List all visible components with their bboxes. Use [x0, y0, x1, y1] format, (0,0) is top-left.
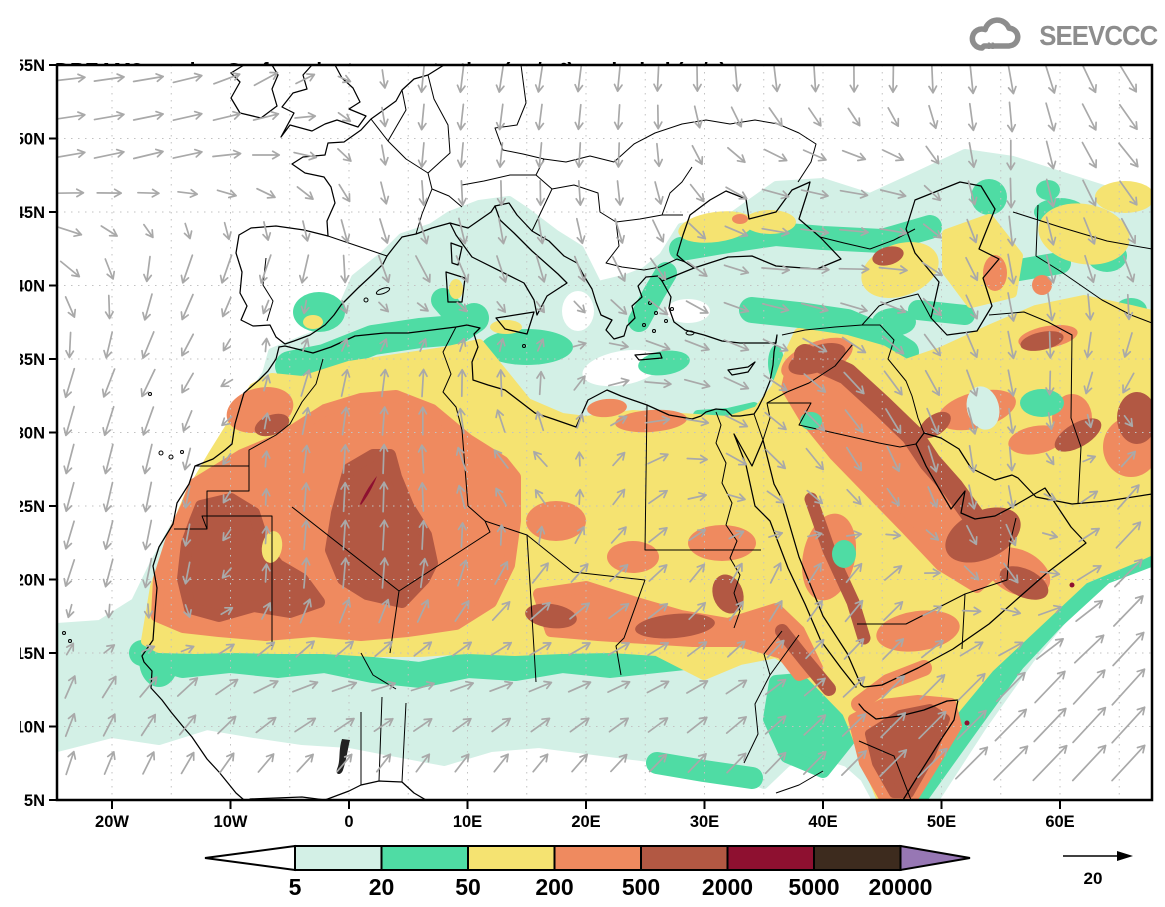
lon-label: 50E — [927, 813, 956, 830]
colorbar-segment — [553, 845, 642, 871]
lat-label: 10N — [20, 719, 45, 737]
colorbar-segment — [380, 845, 469, 871]
colorbar-segment — [813, 845, 902, 871]
colorbar-label: 5 — [289, 874, 302, 900]
lat-label: 15N — [20, 645, 45, 663]
lon-label: 0 — [344, 813, 353, 830]
lat-label: 50N — [20, 131, 45, 149]
map-canvas: 55N 50N 45N 40N 35N 30N 25N 20N 15N 10N 5N 20W 10W 0 1… — [15, 55, 1165, 835]
lon-label: 20W — [95, 813, 129, 830]
colorbar-segment — [467, 845, 556, 871]
lon-label: 10W — [214, 813, 248, 830]
lon-label: 20E — [571, 813, 600, 830]
colorbar-segment — [726, 845, 815, 871]
wind-scale-arrow-icon — [1063, 851, 1133, 861]
wind-scale: 20 — [1055, 842, 1155, 902]
colorbar-label: 500 — [622, 874, 660, 900]
logo-text: SEEVCCC — [1038, 20, 1158, 51]
cloud-icon: » — [969, 17, 1021, 54]
seevccc-logo: » SEEVCCC — [967, 16, 1158, 56]
colorbar-segment — [640, 845, 729, 871]
lon-label: 10E — [453, 813, 482, 830]
lat-label: 20N — [20, 572, 45, 590]
lat-label: 40N — [20, 278, 45, 296]
lat-label: 45N — [20, 204, 45, 222]
colorbar-label: 20000 — [869, 874, 933, 900]
axis-labels: 55N 50N 45N 40N 35N 30N 25N 20N 15N 10N 5N 20W 10W 0 1… — [15, 57, 1075, 831]
small-islands — [62, 287, 695, 643]
colorbar-label: 5000 — [788, 874, 839, 900]
lat-label: 55N — [20, 57, 45, 75]
colorbar-label: 20 — [369, 874, 395, 900]
colorbar-label: 50 — [455, 874, 481, 900]
colorbar-label: 200 — [535, 874, 573, 900]
graticule-layer — [57, 65, 1152, 800]
colorbar-over-arrow — [899, 844, 971, 872]
wind-arrow-layer — [57, 65, 1146, 782]
lon-label: 60E — [1045, 813, 1074, 830]
colorbar: 5 20 50 200 500 2000 5000 20000 — [195, 842, 980, 905]
lon-label: 40E — [808, 813, 837, 830]
colorbar-segment — [294, 845, 383, 871]
wind-scale-label: 20 — [1084, 869, 1103, 888]
colorbar-under-arrow — [204, 844, 296, 872]
lat-label: 25N — [20, 498, 45, 516]
lon-label: 30E — [690, 813, 719, 830]
colorbar-label: 2000 — [702, 874, 753, 900]
chevron-icon: » — [987, 35, 996, 54]
lat-label: 5N — [24, 792, 45, 810]
lat-label: 35N — [20, 351, 45, 369]
lat-label: 30N — [20, 425, 45, 443]
